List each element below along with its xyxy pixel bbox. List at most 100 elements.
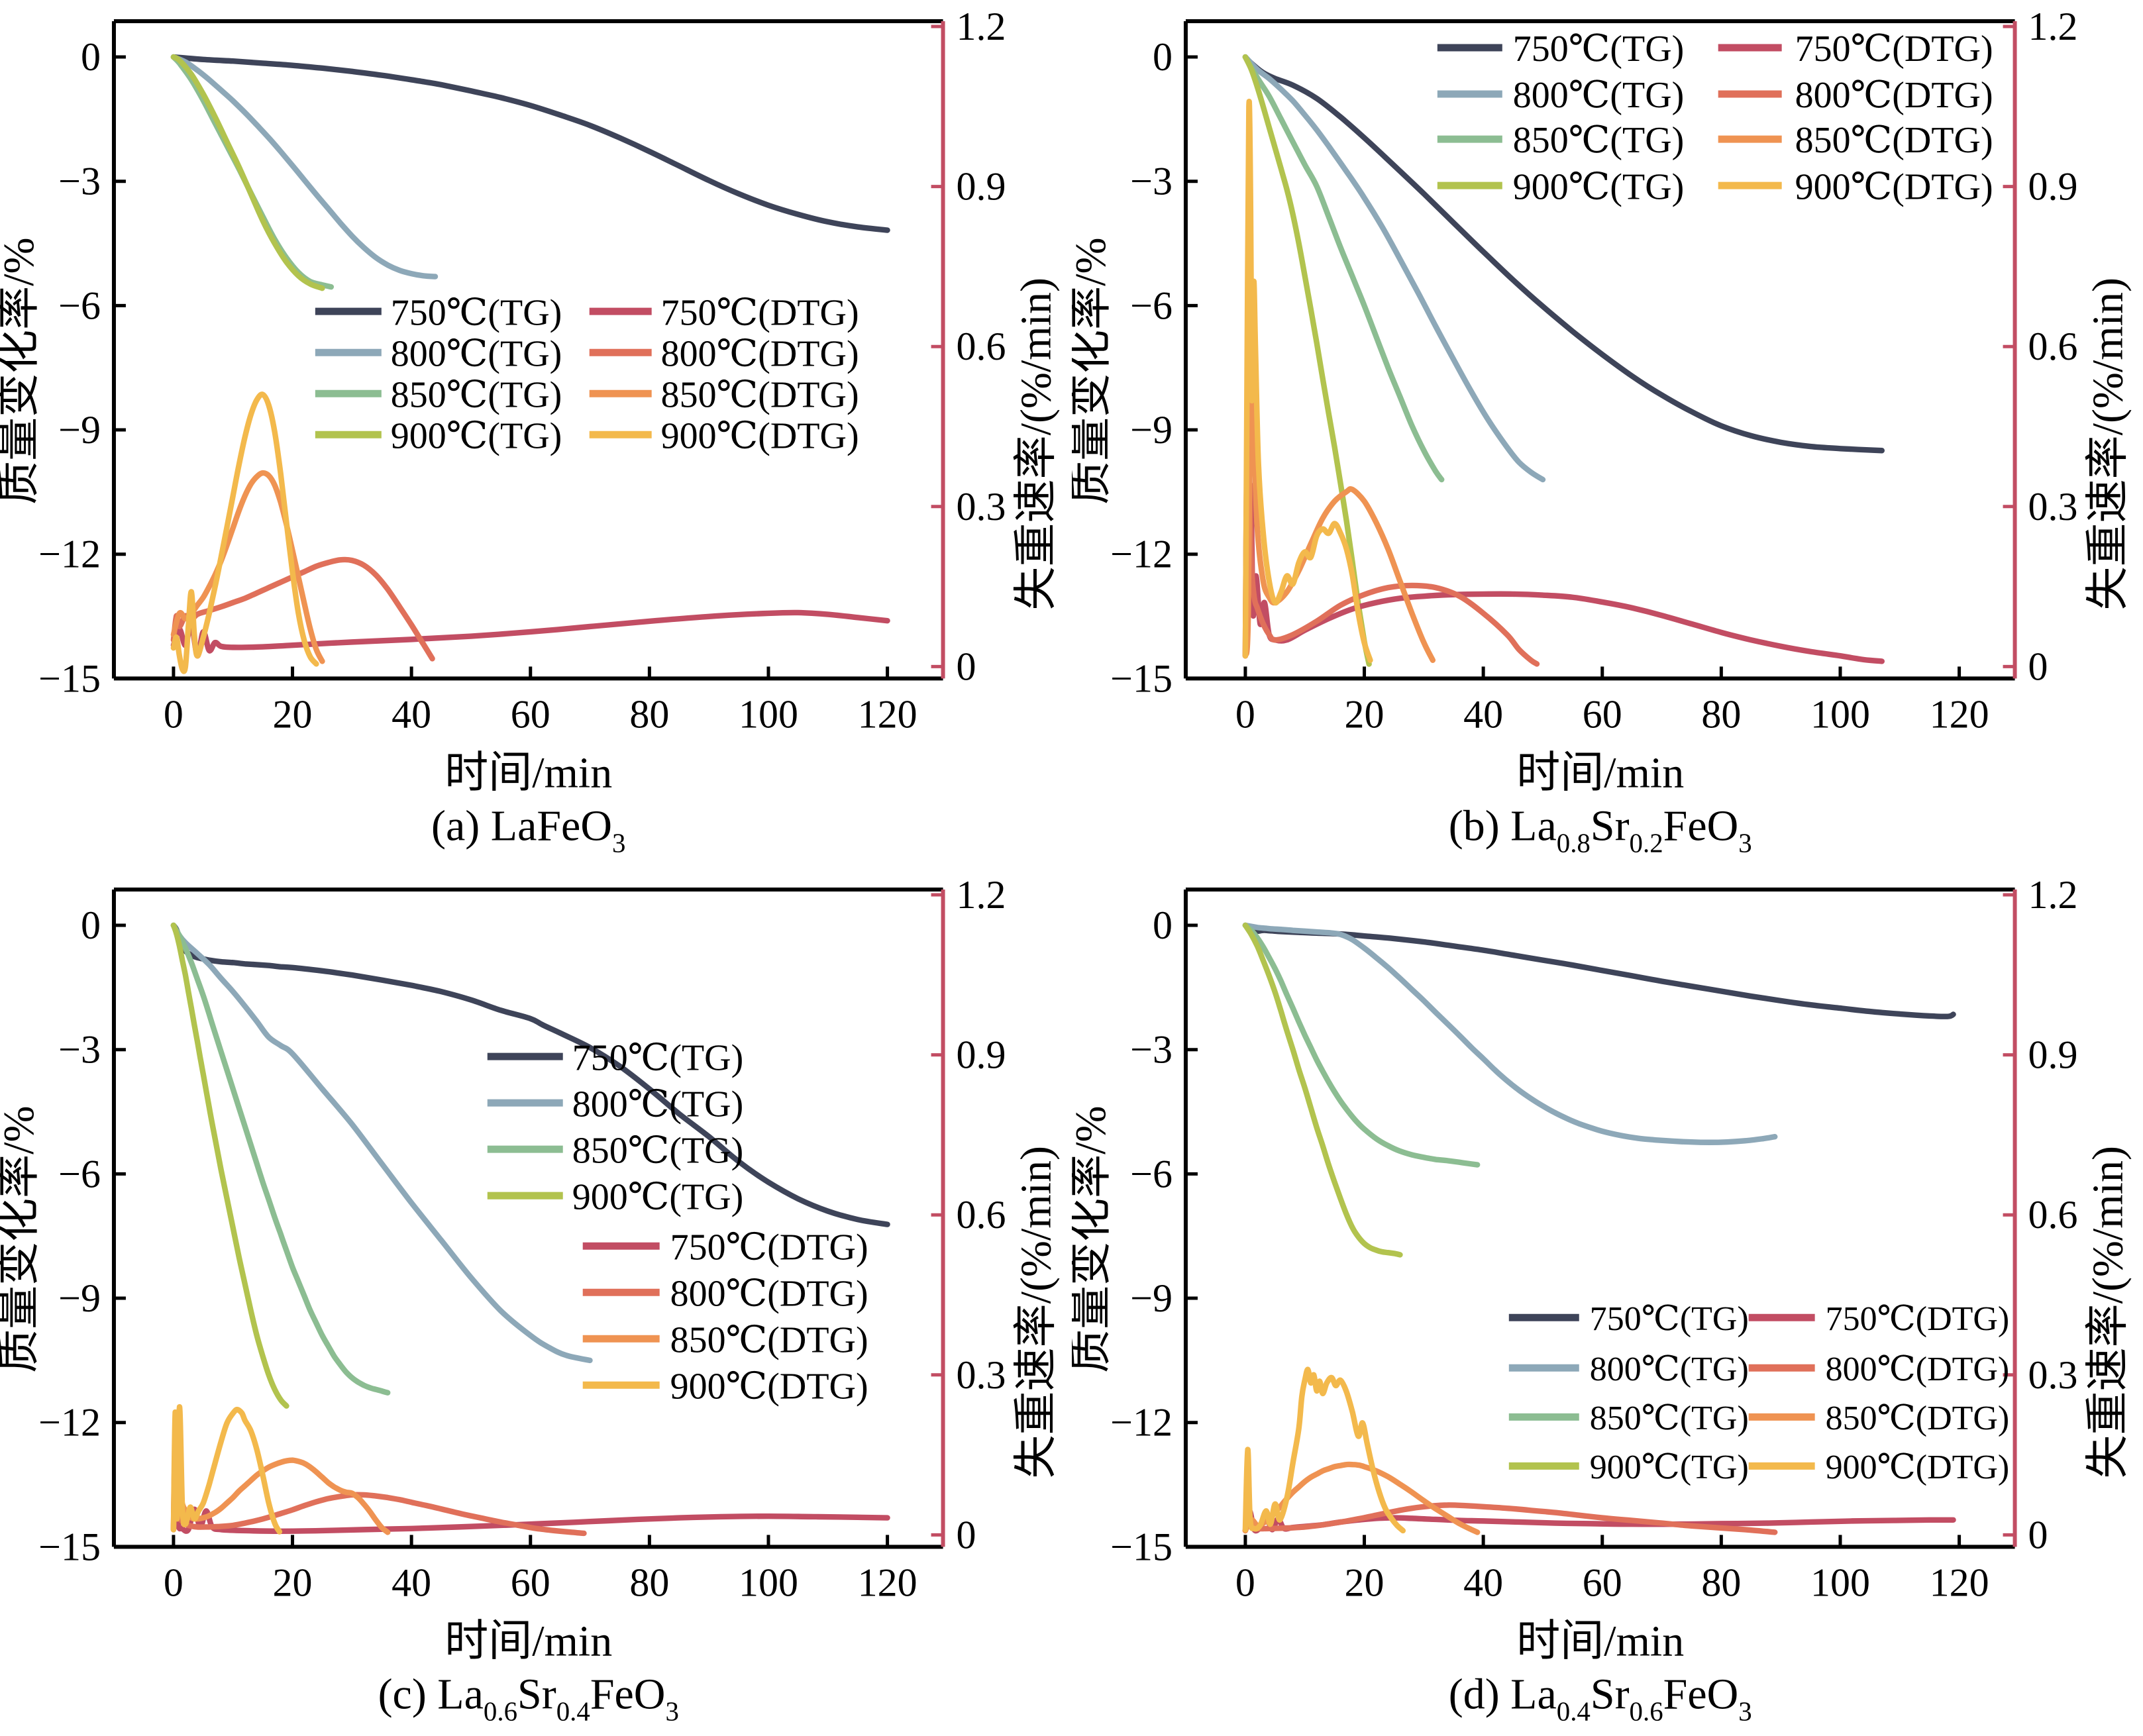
- legend-label-tg900: 900℃(TG): [391, 415, 562, 456]
- x-axis-title: 时间/min: [1516, 1617, 1684, 1665]
- x-tick-label: 120: [1929, 1560, 1989, 1604]
- y-right-tick-label: 0.3: [2028, 485, 2077, 529]
- x-axis-title: 时间/min: [1516, 748, 1684, 797]
- curve-tg900: [1242, 922, 1403, 1258]
- x-tick-label: 80: [629, 1560, 669, 1604]
- legend-label-dtg900: 900℃(DTG): [670, 1366, 868, 1407]
- x-tick-label: 60: [511, 692, 550, 736]
- legend-label-tg800: 800℃(TG): [391, 333, 562, 374]
- y-right-tick-label: 0.6: [957, 325, 1006, 368]
- y-right-tick-label: 1.2: [957, 5, 1006, 48]
- x-tick-label: 120: [1929, 692, 1989, 736]
- curve-tg800: [1242, 54, 1545, 483]
- legend-label-tg900: 900℃(TG): [1589, 1449, 1748, 1486]
- chart-c: 0 20 40 60 80 100 120 0 −3 −6 −9 −12 −15 0 0.3 0.6 0.9 1.…: [0, 873, 1061, 1726]
- legend-label-dtg750: 750℃(DTG): [661, 292, 859, 333]
- y-right-tick-label: 0: [2028, 1513, 2048, 1557]
- panel-b: 0 20 40 60 80 100 120 0 −3 −6 −9 −12 −15 0 0.3 0.6 0.9 1.…: [1072, 0, 2143, 868]
- curve-tg900: [170, 54, 325, 291]
- y-left-tick-label: −3: [1130, 160, 1173, 203]
- axes: 0 20 40 60 80 100 120 0 −3 −6 −9 −12 −15 0 0.3 0.6 0.9 1.…: [1110, 5, 2077, 736]
- legend-label-dtg800: 800℃(DTG): [1795, 75, 1993, 116]
- y-left-tick-label: −6: [1130, 1152, 1173, 1196]
- y-left-tick-label: 0: [81, 35, 101, 79]
- y-right-axis-title: 失重速率/(%/min): [1012, 1146, 1061, 1478]
- y-right-tick-label: 0.3: [2028, 1353, 2077, 1396]
- curve-tg900: [170, 922, 289, 1409]
- chart-b: 0 20 40 60 80 100 120 0 −3 −6 −9 −12 −15 0 0.3 0.6 0.9 1.…: [1072, 5, 2132, 858]
- panel-c: 0 20 40 60 80 100 120 0 −3 −6 −9 −12 −15 0 0.3 0.6 0.9 1.…: [0, 868, 1072, 1736]
- x-tick-label: 100: [1810, 692, 1869, 736]
- curve-dtg750: [170, 1435, 890, 1534]
- curve-dtg900: [1242, 99, 1373, 663]
- curve-tg750: [170, 922, 890, 1227]
- legend-label-tg750: 750℃(TG): [1512, 28, 1684, 70]
- x-tick-label: 0: [164, 1560, 183, 1604]
- panel-a: 0 20 40 60 80 100 120 0 −3 −6 −9 −12 −15 0 0.3 0.6 0.9 1.…: [0, 0, 1072, 868]
- y-right-tick-label: 0.3: [957, 1353, 1006, 1396]
- legend-label-tg800: 800℃(TG): [1512, 75, 1684, 116]
- curve-dtg750: [1242, 429, 1885, 664]
- curve-dtg800: [170, 1425, 587, 1536]
- curve-dtg900: [170, 1404, 283, 1535]
- y-left-tick-label: −15: [1110, 1525, 1173, 1568]
- panel-caption: (c) La0.6Sr0.4FeO3: [378, 1670, 679, 1726]
- y-right-tick-label: 0.3: [957, 485, 1006, 529]
- curve-tg800: [1242, 922, 1777, 1145]
- y-left-tick-label: −12: [38, 1400, 101, 1444]
- legend-label-dtg850: 850℃(DTG): [1795, 120, 1993, 161]
- x-tick-label: 0: [164, 692, 183, 736]
- y-left-tick-label: −9: [58, 1276, 101, 1320]
- curve-tg800: [170, 54, 439, 280]
- x-tick-label: 120: [858, 1560, 917, 1604]
- legend-label-dtg900: 900℃(DTG): [661, 415, 859, 456]
- legend-label-tg850: 850℃(TG): [1512, 120, 1684, 161]
- chart-a: 0 20 40 60 80 100 120 0 −3 −6 −9 −12 −15 0 0.3 0.6 0.9 1.…: [0, 5, 1061, 858]
- y-right-tick-label: 0.9: [2028, 165, 2077, 209]
- chart-d: 0 20 40 60 80 100 120 0 −3 −6 −9 −12 −15 0 0.3 0.6 0.9 1.…: [1072, 873, 2132, 1726]
- x-axis-title: 时间/min: [444, 748, 612, 797]
- y-left-tick-label: −12: [1110, 533, 1173, 576]
- x-tick-label: 80: [1701, 692, 1741, 736]
- legend-label-dtg900: 900℃(DTG): [1825, 1449, 2009, 1486]
- x-tick-label: 80: [629, 692, 669, 736]
- y-left-tick-label: 0: [81, 903, 101, 947]
- curve-tg750: [1242, 54, 1885, 454]
- series-group: [1242, 54, 1885, 667]
- y-left-tick-label: −9: [1130, 408, 1173, 452]
- x-tick-label: 40: [392, 692, 431, 736]
- legend: 750℃(TG)800℃(TG)850℃(TG)900℃(TG)750℃(DTG…: [1437, 28, 1993, 207]
- y-right-tick-label: 0: [957, 644, 976, 688]
- series-group: [170, 922, 890, 1536]
- legend-label-dtg800: 800℃(DTG): [670, 1273, 868, 1314]
- y-right-tick-label: 1.2: [2028, 5, 2077, 48]
- legend-label-tg850: 850℃(TG): [1589, 1400, 1748, 1437]
- y-left-tick-label: 0: [1152, 903, 1172, 947]
- y-right-tick-label: 0.6: [2028, 1193, 2077, 1237]
- x-tick-label: 60: [1582, 692, 1622, 736]
- legend-label-tg750: 750℃(TG): [1589, 1300, 1748, 1337]
- legend-label-tg800: 800℃(TG): [572, 1084, 744, 1125]
- y-right-tick-label: 1.2: [957, 873, 1006, 917]
- curve-dtg850: [170, 1419, 391, 1535]
- legend-label-tg850: 850℃(TG): [572, 1130, 744, 1171]
- legend: 750℃(TG)800℃(TG)850℃(TG)900℃(TG)750℃(DTG…: [1508, 1300, 2009, 1486]
- y-left-axis-title: 质量变化率/%: [1072, 237, 1115, 504]
- legend-label-tg750: 750℃(TG): [572, 1037, 744, 1078]
- x-tick-label: 40: [1463, 692, 1503, 736]
- y-left-axis-title: 质量变化率/%: [0, 1105, 43, 1372]
- x-tick-label: 20: [1344, 692, 1384, 736]
- y-left-tick-label: −12: [1110, 1400, 1173, 1444]
- axes: 0 20 40 60 80 100 120 0 −3 −6 −9 −12 −15 0 0.3 0.6 0.9 1.…: [1110, 873, 2077, 1604]
- legend-label-tg850: 850℃(TG): [391, 374, 562, 415]
- x-tick-label: 0: [1235, 1560, 1255, 1604]
- legend-label-tg800: 800℃(TG): [1589, 1350, 1748, 1388]
- panel-caption: (b) La0.8Sr0.2FeO3: [1448, 801, 1751, 858]
- y-left-tick-label: −15: [38, 1525, 101, 1568]
- x-tick-label: 80: [1701, 1560, 1741, 1604]
- y-right-axis-title: 失重速率/(%/min): [2083, 278, 2132, 610]
- curve-tg850: [170, 922, 391, 1396]
- panel-caption: (d) La0.4Sr0.6FeO3: [1448, 1670, 1751, 1726]
- x-tick-label: 20: [273, 1560, 313, 1604]
